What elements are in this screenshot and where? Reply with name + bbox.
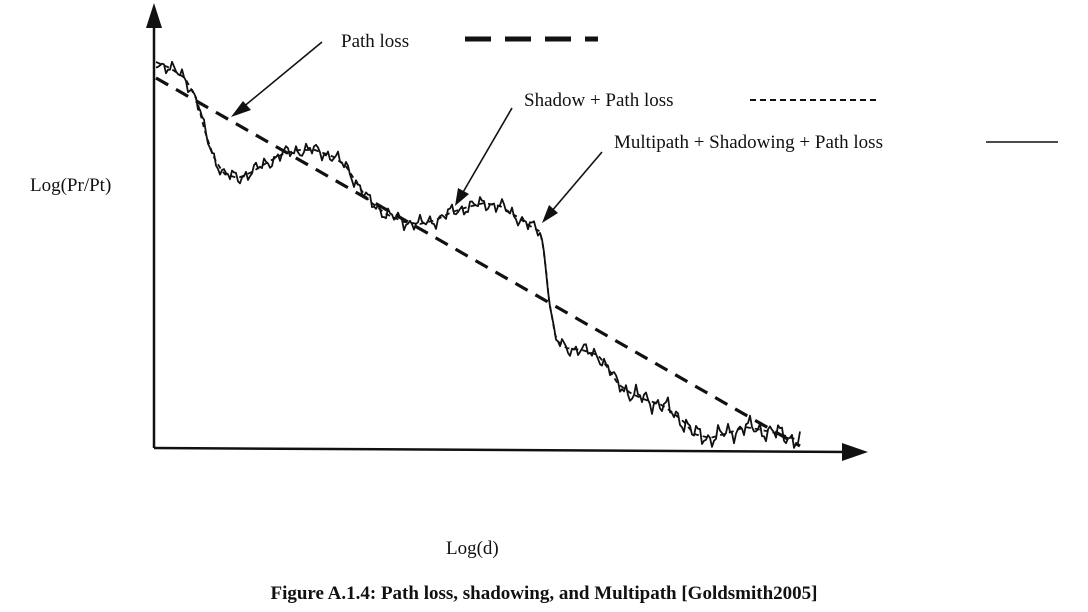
series-layer (155, 60, 801, 449)
x-axis (153, 446, 853, 454)
axes (146, 3, 868, 461)
multipath-arrowhead (542, 205, 558, 223)
y-axis-arrowhead (146, 3, 162, 28)
shadow-curve (155, 61, 799, 441)
shadow-arrow (461, 107, 513, 195)
x-axis-arrowhead (842, 443, 868, 461)
y-axis-label: Log(Pr/Pt) (30, 175, 111, 196)
shadow-label: Shadow + Path loss (524, 90, 674, 111)
figure-caption: Figure A.1.4: Path loss, shadowing, and … (270, 583, 817, 604)
annotations: Path loss Shadow + Path loss Multipath +… (30, 31, 1058, 604)
path-loss-curve (155, 76, 801, 448)
path-loss-label: Path loss (341, 31, 409, 52)
path-loss-arrow (241, 41, 323, 109)
multipath-arrow (550, 151, 603, 213)
path-loss-arrowhead (231, 101, 251, 117)
multipath-label: Multipath + Shadowing + Path loss (614, 132, 883, 153)
x-axis-label: Log(d) (446, 538, 499, 559)
multipath-curve (155, 60, 801, 449)
shadow-arrowhead (455, 188, 469, 206)
